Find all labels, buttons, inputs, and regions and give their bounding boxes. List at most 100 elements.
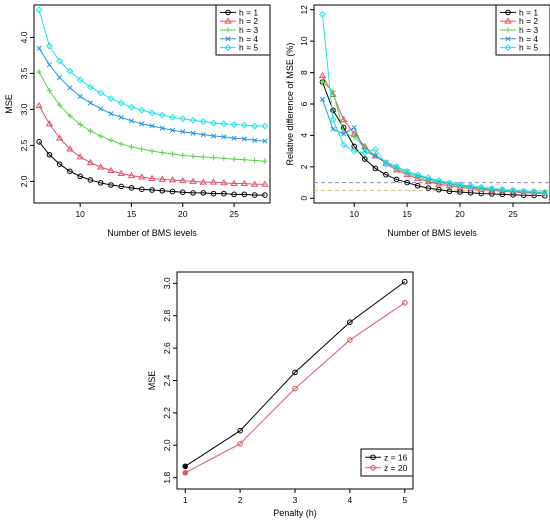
data-point — [424, 174, 432, 182]
data-point — [414, 182, 421, 189]
data-point — [97, 180, 104, 186]
data-point — [35, 6, 43, 14]
data-point — [168, 176, 177, 183]
data-point — [46, 62, 52, 68]
series-line-2 — [38, 105, 265, 185]
data-point — [241, 157, 248, 163]
data-point — [383, 171, 389, 178]
data-point — [436, 186, 442, 193]
data-point — [330, 107, 336, 114]
data-point — [237, 427, 243, 434]
data-point — [179, 152, 186, 159]
data-point — [292, 385, 298, 392]
data-point — [169, 188, 176, 195]
data-point — [200, 154, 207, 160]
legend-marker — [504, 44, 512, 52]
data-point — [36, 45, 42, 51]
data-point — [372, 153, 378, 159]
data-point — [86, 158, 95, 166]
x-tick-label: 2 — [238, 495, 243, 505]
plot-frame — [33, 4, 271, 204]
data-point — [67, 168, 73, 175]
data-point — [66, 67, 74, 75]
y-tick-label: 3.0 — [162, 277, 172, 289]
data-point — [435, 177, 443, 185]
series-line-3 — [38, 71, 265, 162]
legend-marker — [505, 9, 511, 16]
data-point — [383, 159, 389, 165]
data-point — [318, 10, 326, 18]
data-point — [57, 75, 63, 81]
data-point — [445, 179, 453, 187]
y-tick-label: 2.5 — [19, 139, 29, 151]
legend-marker — [225, 27, 231, 33]
data-point — [149, 123, 155, 129]
data-point — [98, 106, 104, 112]
data-point — [220, 120, 228, 128]
data-point — [414, 171, 422, 179]
data-point — [210, 154, 217, 161]
data-point — [87, 177, 94, 183]
legend-label: h = 4 — [239, 34, 258, 44]
y-tick-label: 2.6 — [162, 342, 172, 354]
data-point — [56, 161, 63, 167]
data-point — [403, 168, 411, 176]
data-point — [319, 96, 326, 102]
data-point — [127, 171, 136, 179]
series-line-1 — [184, 281, 406, 467]
legend-label: z = 20 — [384, 463, 408, 473]
data-point — [77, 173, 83, 180]
legend-marker — [505, 36, 511, 42]
data-point — [118, 141, 125, 147]
data-point — [230, 121, 238, 129]
data-point — [401, 278, 408, 285]
data-point — [350, 147, 358, 155]
legend-label: z = 16 — [384, 452, 408, 462]
data-point — [180, 129, 186, 135]
data-point — [200, 132, 206, 138]
y-tick-label: 2 — [299, 164, 309, 169]
series-line-1 — [38, 141, 265, 196]
data-point — [127, 103, 135, 111]
x-tick-label: 10 — [349, 209, 359, 219]
y-tick-label: 0 — [299, 196, 309, 201]
data-point — [159, 187, 166, 194]
y-axis-label: Relative difference of MSE (%) — [285, 43, 295, 166]
legend-label: h = 4 — [519, 34, 538, 44]
data-point — [108, 137, 114, 144]
x-tick-label: 20 — [178, 209, 188, 219]
data-point — [87, 128, 94, 134]
x-tick-label: 4 — [348, 495, 353, 505]
x-tick-label: 5 — [402, 495, 407, 505]
legend-marker — [225, 36, 231, 42]
data-point — [182, 463, 189, 470]
data-point — [477, 183, 485, 191]
legend-label: h = 3 — [239, 25, 258, 35]
data-point — [446, 188, 453, 195]
x-tick-label: 25 — [229, 209, 239, 219]
data-point — [241, 136, 247, 142]
legend-label: h = 2 — [519, 16, 538, 26]
data-point — [117, 169, 125, 176]
data-point — [393, 176, 400, 183]
data-point — [139, 121, 145, 127]
data-point — [530, 188, 538, 196]
data-point — [347, 319, 353, 326]
data-point — [67, 85, 73, 91]
data-point — [251, 122, 259, 130]
data-point — [231, 156, 237, 162]
data-point — [220, 179, 228, 186]
data-point — [56, 102, 63, 108]
y-tick-label: 3.5 — [19, 67, 29, 79]
data-point — [36, 139, 42, 145]
data-point — [330, 88, 336, 95]
data-point — [86, 83, 94, 91]
series-layer — [182, 278, 408, 476]
data-point — [46, 87, 53, 94]
data-point — [240, 179, 249, 187]
data-point — [251, 192, 258, 198]
data-point — [329, 90, 337, 98]
data-point — [108, 111, 114, 117]
data-point — [361, 156, 368, 162]
data-point — [45, 120, 54, 127]
